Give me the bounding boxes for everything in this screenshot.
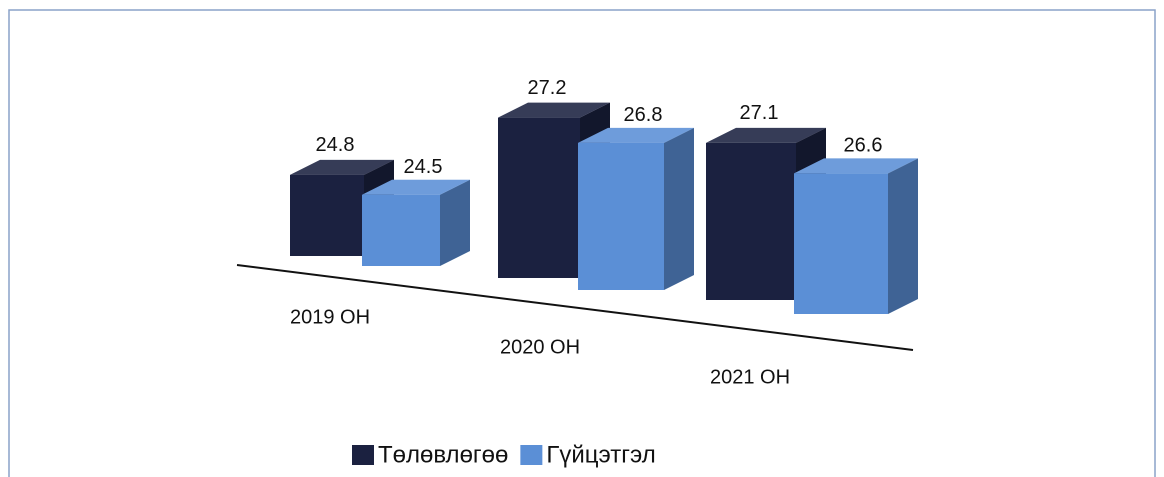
legend-swatch <box>352 445 374 465</box>
legend-swatch <box>520 445 543 465</box>
bar-front <box>706 142 796 300</box>
bar-side <box>440 179 470 266</box>
legend-label: Төлөвлөгөө <box>378 441 508 468</box>
data-label: 26.8 <box>624 104 663 126</box>
bar-top <box>362 179 470 195</box>
bar-side <box>664 127 694 290</box>
axis-line <box>236 264 914 351</box>
data-label: 24.8 <box>316 134 355 156</box>
data-label: 27.1 <box>740 102 779 124</box>
bar-side-shade <box>440 179 470 266</box>
data-label: 24.5 <box>404 156 443 178</box>
bar-front <box>578 142 664 290</box>
bar-top-shade <box>706 127 826 143</box>
chart-frame <box>8 9 1156 477</box>
bar-top-shade <box>794 158 918 174</box>
bar-front <box>794 173 888 314</box>
bar-top <box>498 102 610 118</box>
bar <box>578 127 694 290</box>
bar-top-shade <box>290 159 394 175</box>
bar-side-shade <box>664 127 694 290</box>
x-tick-label: 2021 ОН <box>710 366 790 388</box>
bar-top <box>290 159 394 175</box>
legend-label: Гүйцэтгэл <box>546 441 655 468</box>
x-tick-label: 2020 ОН <box>500 336 580 358</box>
bar-top-shade <box>362 179 470 195</box>
bar <box>794 158 918 314</box>
bar <box>362 179 470 266</box>
bar-front <box>498 117 580 279</box>
x-tick-label: 2019 ОН <box>290 306 370 328</box>
bar-front <box>362 194 440 266</box>
bar-top-shade <box>498 102 610 118</box>
bar-top <box>578 127 694 143</box>
bar-top <box>794 158 918 174</box>
bar-top <box>706 127 826 143</box>
bar-side <box>888 158 918 314</box>
data-label: 27.2 <box>528 77 567 99</box>
data-label: 26.6 <box>844 135 883 157</box>
bar-side-shade <box>888 158 918 314</box>
bar-front <box>290 174 364 256</box>
bar-top-shade <box>578 127 694 143</box>
